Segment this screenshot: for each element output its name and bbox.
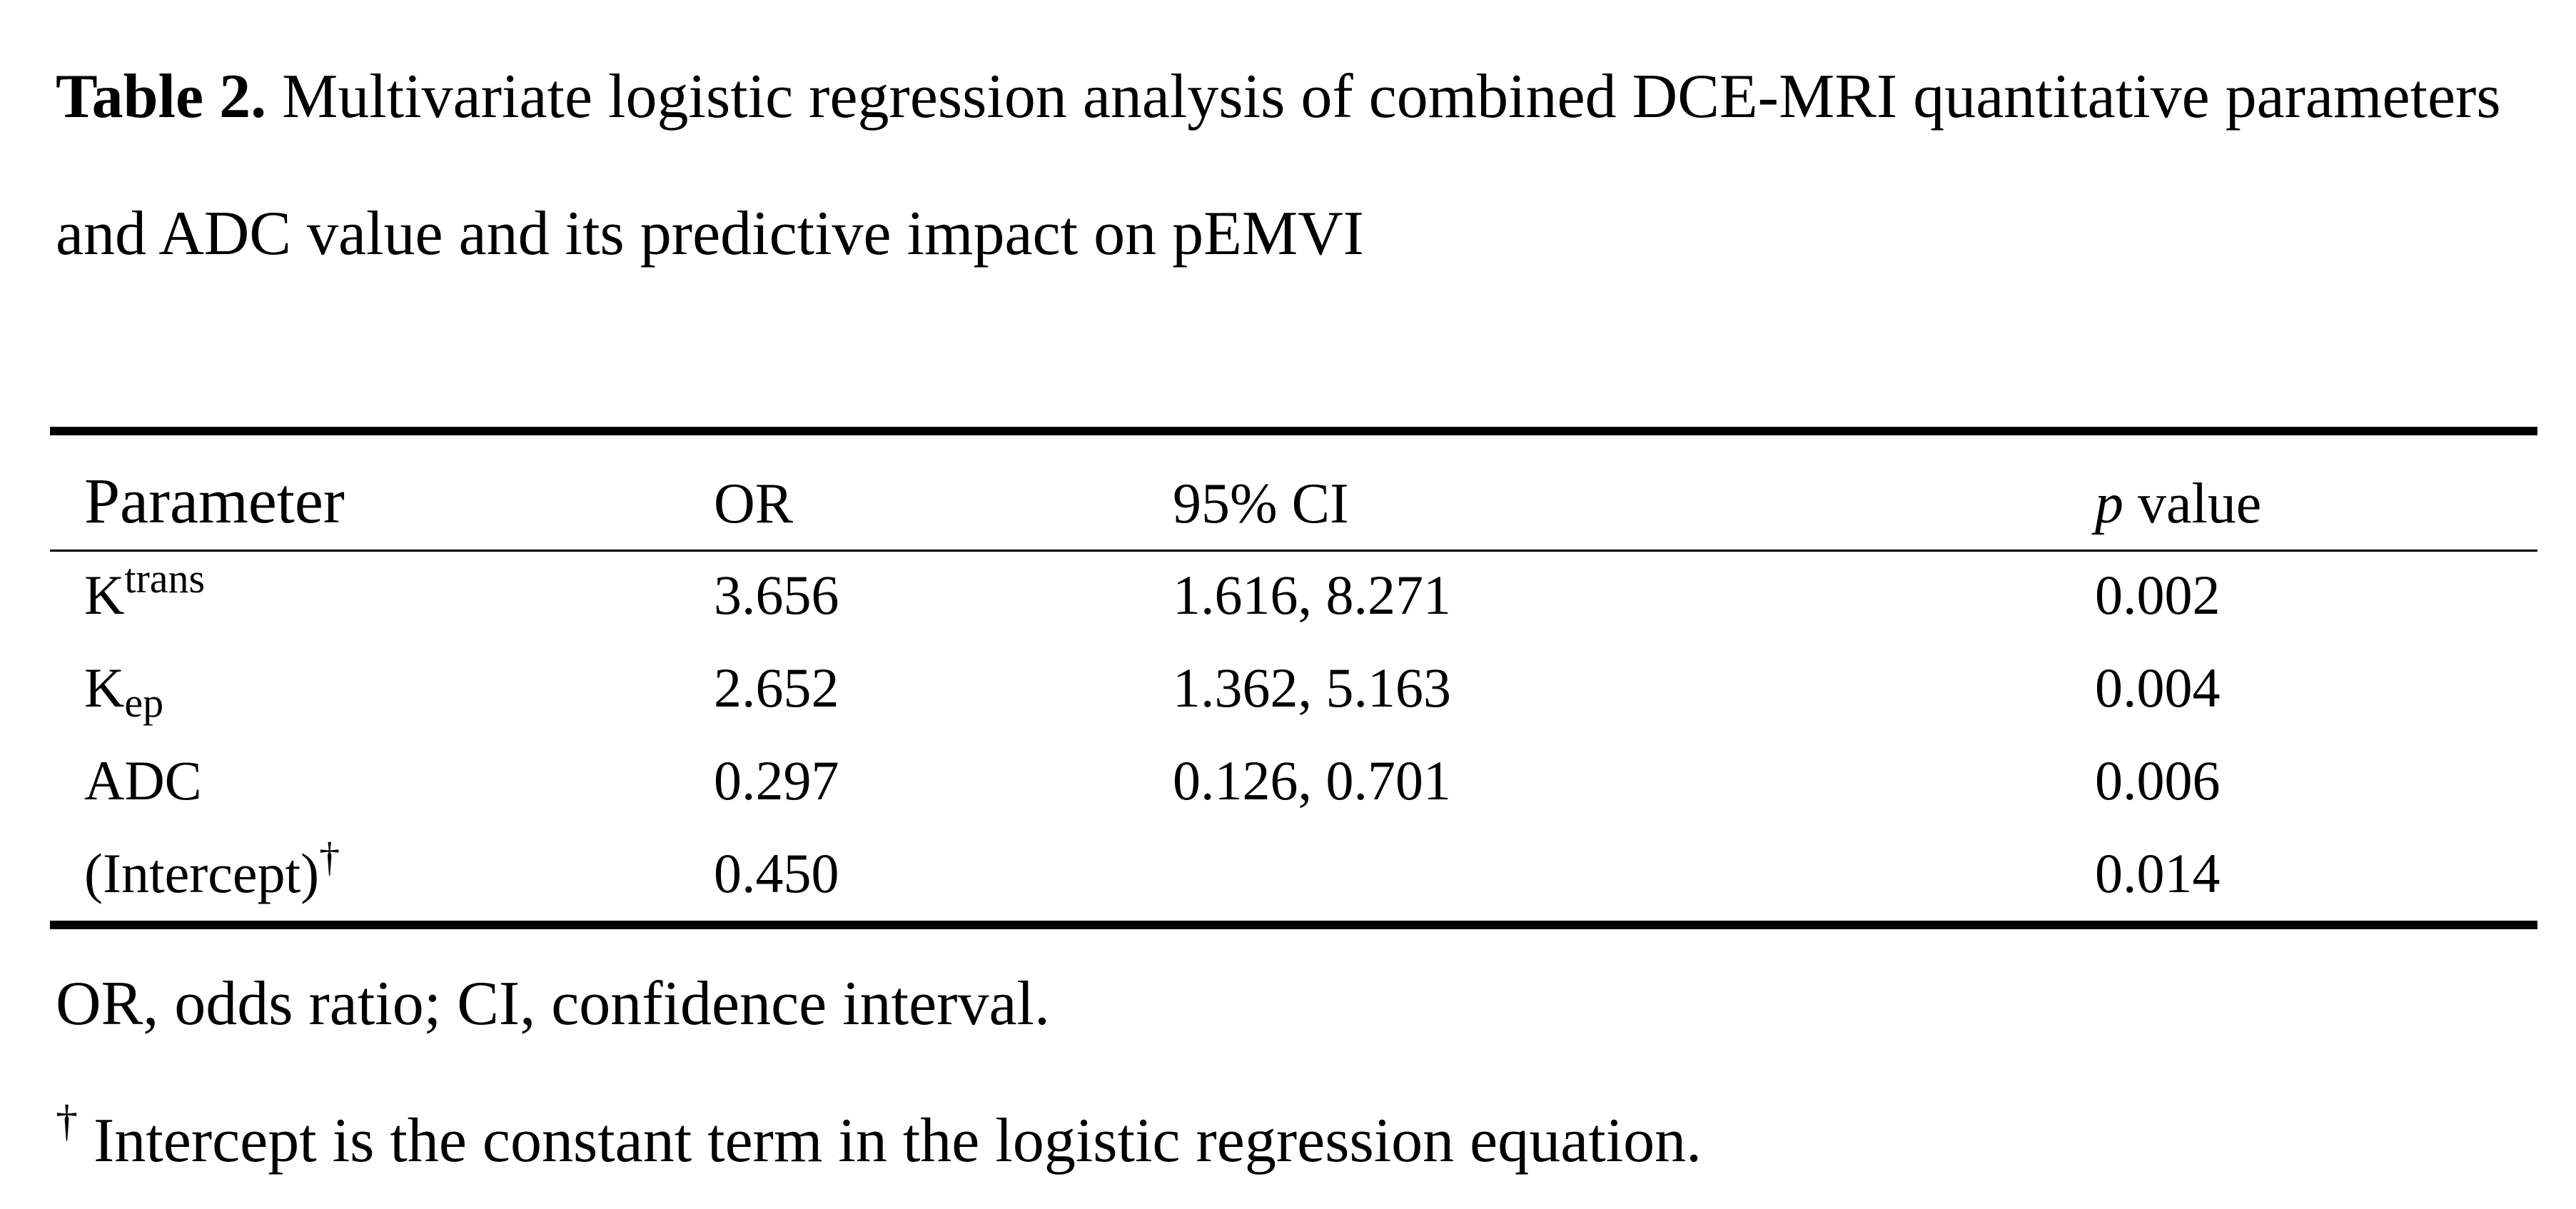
table-row-3-ci: 0.126, 0.701 xyxy=(1173,749,1451,811)
table-row-1-or: 3.656 xyxy=(714,564,839,626)
row-1-param-sup: trans xyxy=(124,555,206,602)
row-2-param-base: K xyxy=(84,657,125,719)
header-p-italic: p xyxy=(2095,472,2123,535)
footnote-dagger-text: Intercept is the constant term in the lo… xyxy=(78,1106,1702,1175)
table-top-rule xyxy=(50,427,2537,435)
table-row-3-or: 0.297 xyxy=(714,749,839,811)
table-caption: Table 2. Multivariate logistic regressio… xyxy=(56,29,2540,303)
table-header-rule xyxy=(50,550,2537,552)
row-2-param-sub: ep xyxy=(124,679,164,726)
table-caption-label: Table 2. xyxy=(56,62,267,131)
footnote-dagger: † Intercept is the constant term in the … xyxy=(56,1099,1702,1173)
table-row-4-or: 0.450 xyxy=(714,842,839,904)
table-row-2-p: 0.004 xyxy=(2095,657,2221,719)
header-parameter: Parameter xyxy=(84,466,345,537)
table-row-1-ci: 1.616, 8.271 xyxy=(1173,564,1451,626)
header-ci: 95% CI xyxy=(1173,472,1349,535)
table-row-3-p: 0.006 xyxy=(2095,749,2221,811)
header-p-value: p value xyxy=(2095,475,2261,532)
footnote-dagger-mark: † xyxy=(56,1097,78,1145)
row-1-param-base: K xyxy=(84,564,125,626)
footnote-abbreviations: OR, odds ratio; CI, confidence interval. xyxy=(56,969,1050,1038)
table-row-3-parameter: ADC xyxy=(84,749,202,811)
row-4-param-sup: † xyxy=(319,834,340,880)
table-bottom-rule xyxy=(50,921,2537,929)
header-p-rest: value xyxy=(2123,472,2262,535)
table-row-2-parameter: Kep xyxy=(84,657,163,724)
table-row-1-parameter: Ktrans xyxy=(84,558,205,626)
table-row-4-parameter: (Intercept)† xyxy=(84,836,340,901)
table-row-1-p: 0.002 xyxy=(2095,564,2221,626)
header-or: OR xyxy=(714,472,794,535)
row-4-param-base: (Intercept) xyxy=(84,842,320,904)
table-row-4-p: 0.014 xyxy=(2095,842,2221,904)
table-caption-text: Multivariate logistic regression analysi… xyxy=(56,62,2501,268)
table-row-2-ci: 1.362, 5.163 xyxy=(1173,657,1451,719)
table-row-2-or: 2.652 xyxy=(714,657,839,719)
